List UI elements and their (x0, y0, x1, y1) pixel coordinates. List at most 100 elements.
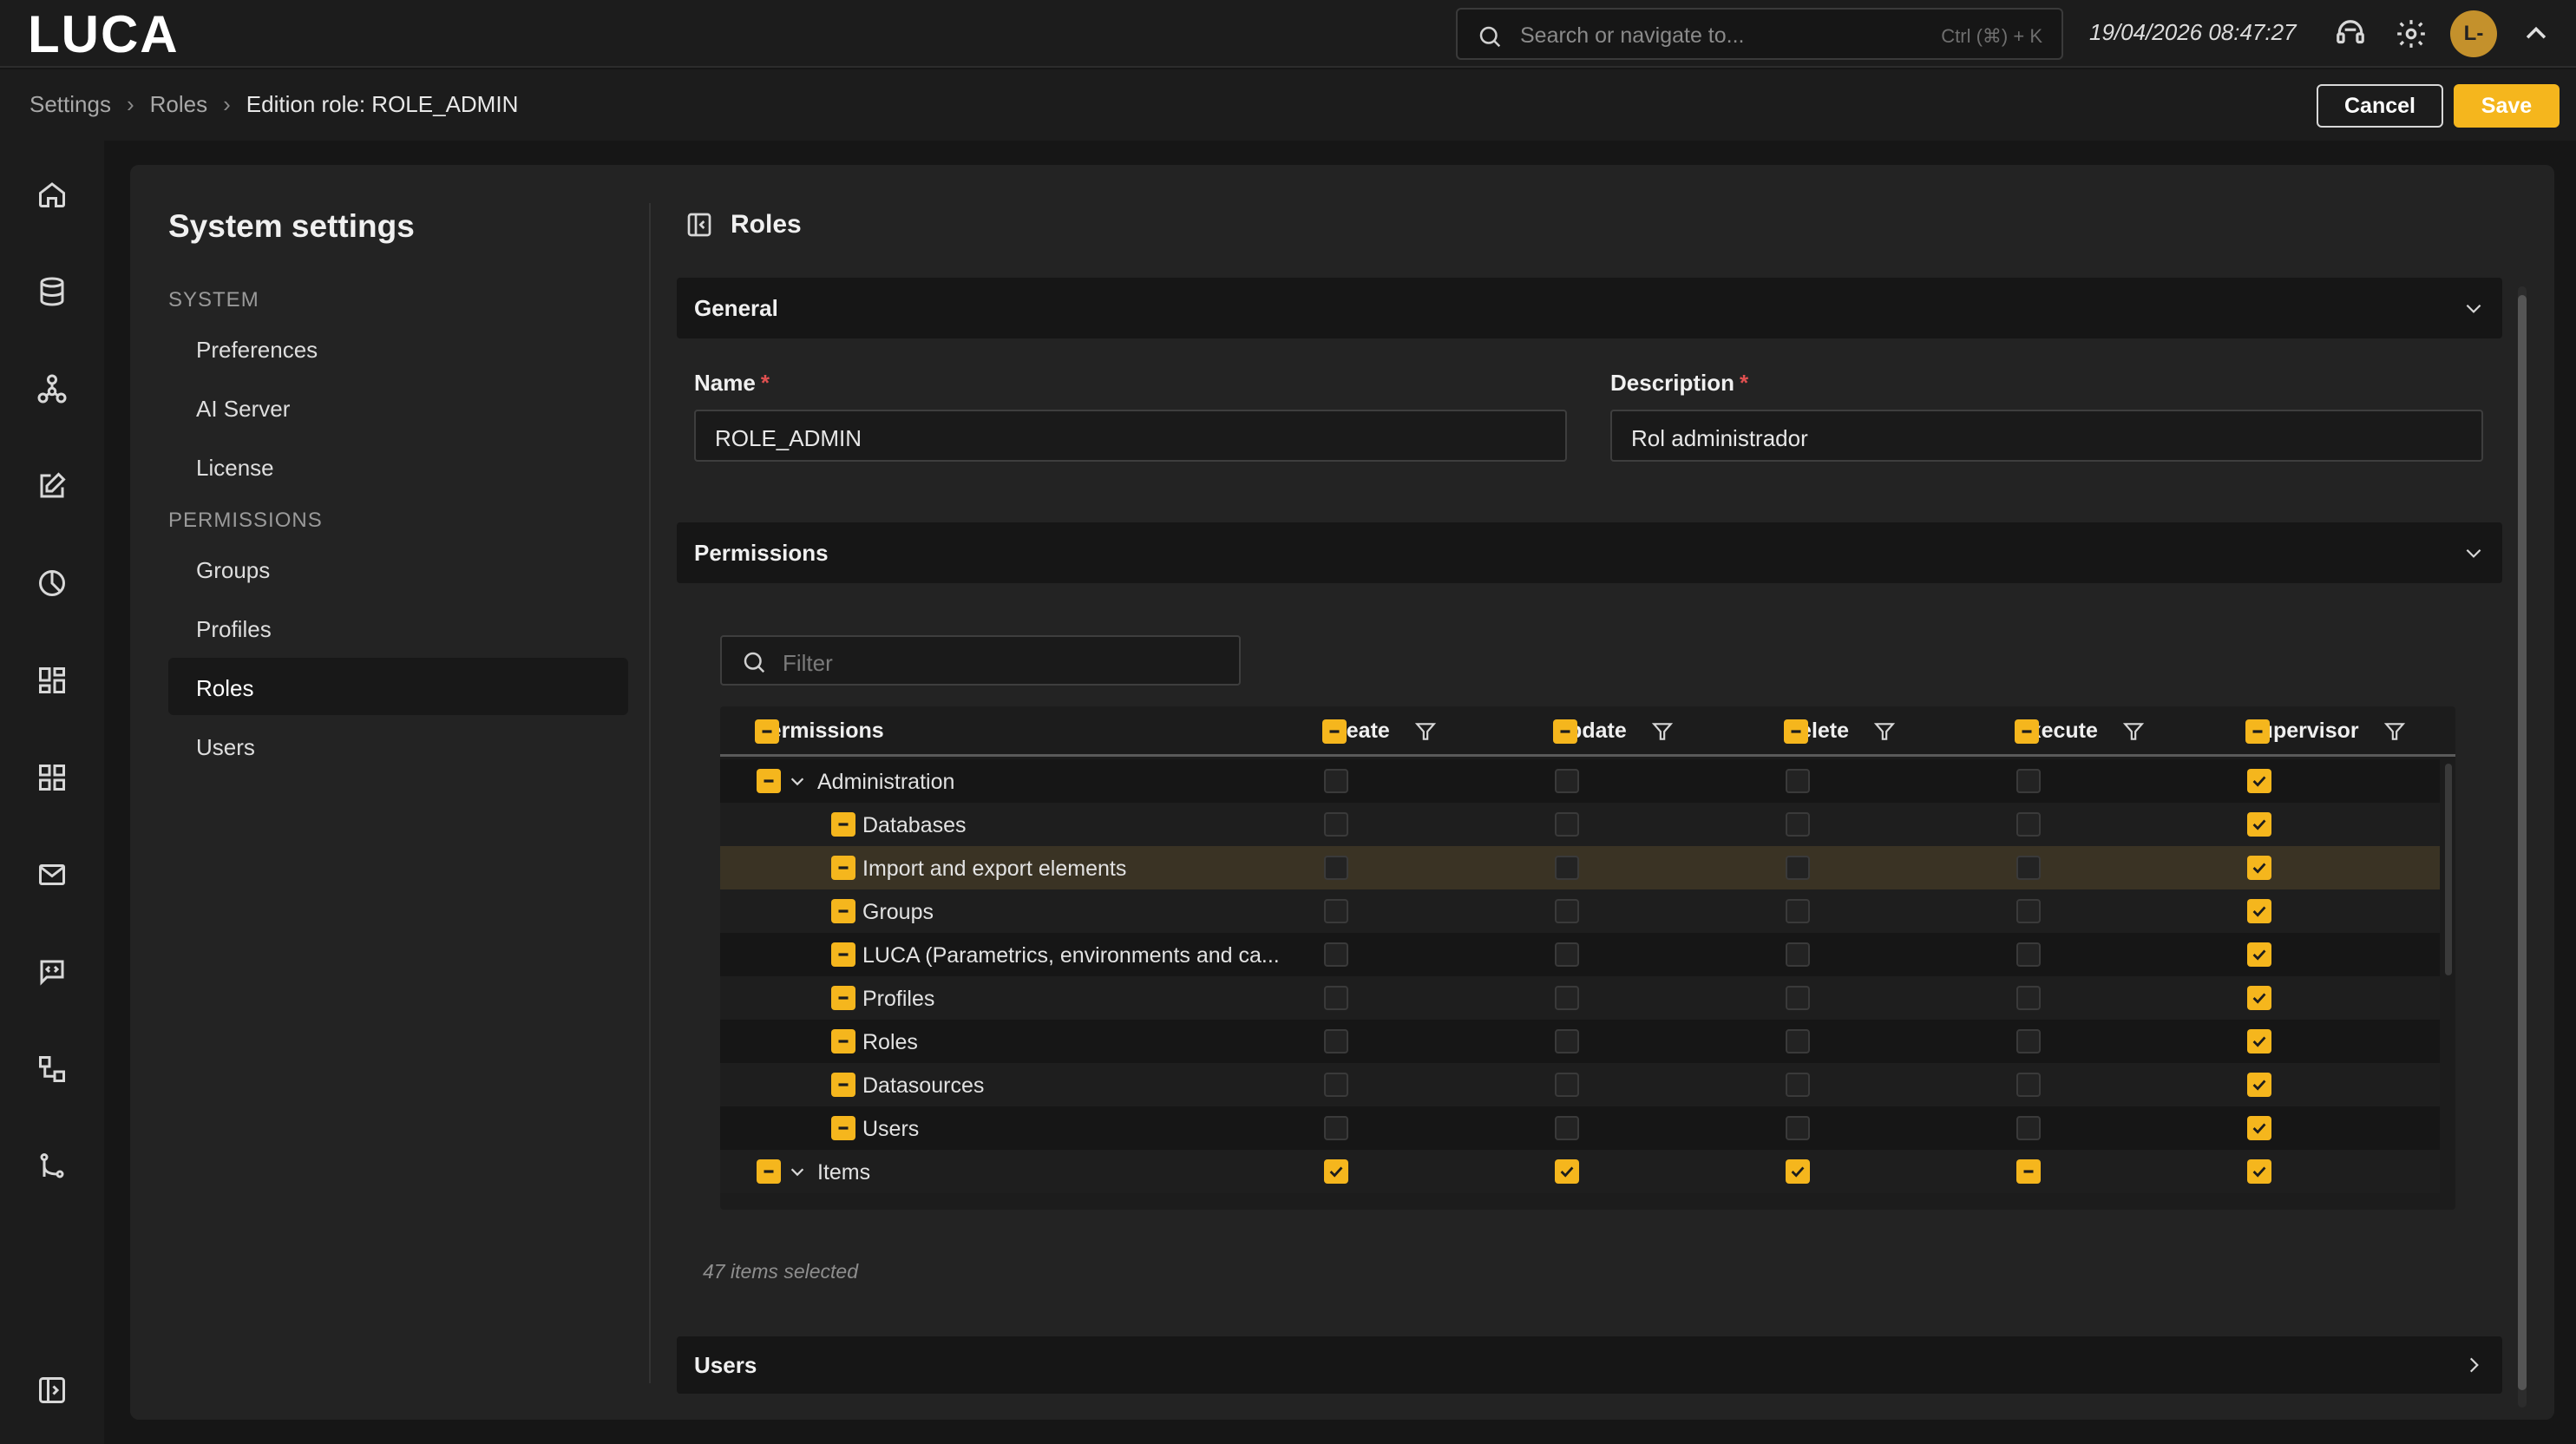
user-avatar[interactable]: L- (2450, 10, 2497, 57)
table-row[interactable]: Datasources (720, 1063, 2440, 1106)
description-input[interactable]: Rol administrador (1610, 410, 2483, 462)
sidebar-toggle-icon[interactable] (36, 1375, 68, 1406)
checkbox-update[interactable] (1555, 1116, 1579, 1140)
table-row[interactable]: Import and export elements (720, 846, 2440, 889)
filter-icon[interactable] (1873, 720, 1896, 743)
filter-icon[interactable] (1651, 720, 1674, 743)
collapse-panel-icon[interactable] (685, 211, 713, 239)
checkbox-supervisor[interactable] (2247, 1073, 2271, 1097)
row-checkbox[interactable] (831, 986, 855, 1010)
checkbox-create[interactable] (1324, 1159, 1348, 1184)
row-checkbox[interactable] (831, 942, 855, 967)
table-row[interactable]: Users (720, 1106, 2440, 1150)
checkbox-supervisor[interactable] (2247, 899, 2271, 923)
checkbox-execute[interactable] (2016, 856, 2041, 880)
grid-scrollbar[interactable] (2445, 764, 2452, 975)
checkbox-delete[interactable] (1786, 1029, 1810, 1053)
checkbox-supervisor[interactable] (2247, 769, 2271, 793)
checkbox-delete[interactable] (1786, 769, 1810, 793)
checkbox-delete[interactable] (1786, 1073, 1810, 1097)
page-scrollbar[interactable] (2518, 295, 2527, 1390)
permissions-section-header[interactable]: Permissions (677, 522, 2502, 583)
checkbox-create[interactable] (1324, 812, 1348, 837)
row-checkbox[interactable] (831, 812, 855, 837)
checkbox-supervisor[interactable] (2247, 856, 2271, 880)
chart-pie-icon[interactable] (36, 568, 68, 599)
filter-icon[interactable] (2383, 720, 2406, 743)
workflow-icon[interactable] (36, 1053, 68, 1085)
edit-icon[interactable] (36, 470, 68, 502)
nav-item-ai-server[interactable]: AI Server (168, 378, 628, 436)
checkbox-update[interactable] (1555, 1159, 1579, 1184)
table-row[interactable]: LUCA (Parametrics, environments and ca..… (720, 933, 2440, 976)
checkbox-supervisor[interactable] (2247, 1116, 2271, 1140)
checkbox-update[interactable] (1555, 899, 1579, 923)
checkbox-supervisor[interactable] (2247, 942, 2271, 967)
database-icon[interactable] (36, 276, 68, 307)
checkbox-execute[interactable] (2016, 986, 2041, 1010)
expand-toggle-icon[interactable] (788, 1162, 807, 1181)
header-checkbox-execute[interactable] (2015, 719, 2039, 744)
table-row[interactable]: Items (720, 1150, 2440, 1193)
checkbox-delete[interactable] (1786, 1159, 1810, 1184)
checkbox-execute[interactable] (2016, 1029, 2041, 1053)
checkbox-supervisor[interactable] (2247, 1029, 2271, 1053)
general-section-header[interactable]: General (677, 278, 2502, 338)
checkbox-execute[interactable] (2016, 1159, 2041, 1184)
checkbox-delete[interactable] (1786, 812, 1810, 837)
checkbox-create[interactable] (1324, 899, 1348, 923)
checkbox-execute[interactable] (2016, 1073, 2041, 1097)
checkbox-delete[interactable] (1786, 986, 1810, 1010)
home-icon[interactable] (36, 179, 68, 210)
checkbox-delete[interactable] (1786, 899, 1810, 923)
row-checkbox[interactable] (831, 1073, 855, 1097)
select-all-checkbox[interactable] (755, 719, 779, 744)
grid-icon[interactable] (36, 762, 68, 793)
filter-icon[interactable] (2122, 720, 2145, 743)
app-logo[interactable]: LUCA (28, 5, 180, 63)
git-branch-icon[interactable] (36, 1151, 68, 1182)
global-search[interactable]: Search or navigate to... Ctrl (⌘) + K (1456, 8, 2063, 60)
table-row[interactable]: Groups (720, 889, 2440, 933)
row-checkbox[interactable] (831, 856, 855, 880)
save-button[interactable]: Save (2454, 84, 2560, 128)
table-row[interactable]: Administration (720, 759, 2440, 803)
message-icon[interactable] (36, 956, 68, 988)
checkbox-create[interactable] (1324, 769, 1348, 793)
checkbox-update[interactable] (1555, 942, 1579, 967)
checkbox-create[interactable] (1324, 986, 1348, 1010)
header-checkbox-supervisor[interactable] (2245, 719, 2270, 744)
nav-item-license[interactable]: License (168, 437, 628, 495)
checkbox-execute[interactable] (2016, 812, 2041, 837)
checkbox-update[interactable] (1555, 769, 1579, 793)
row-checkbox[interactable] (831, 1116, 855, 1140)
table-row[interactable]: Roles (720, 1020, 2440, 1063)
checkbox-update[interactable] (1555, 986, 1579, 1010)
checkbox-execute[interactable] (2016, 1116, 2041, 1140)
expand-toggle-icon[interactable] (788, 771, 807, 791)
permissions-filter-input[interactable]: Filter (720, 635, 1241, 686)
checkbox-delete[interactable] (1786, 1116, 1810, 1140)
checkbox-update[interactable] (1555, 812, 1579, 837)
support-icon[interactable] (2334, 17, 2367, 50)
checkbox-create[interactable] (1324, 1073, 1348, 1097)
network-icon[interactable] (36, 373, 68, 404)
row-checkbox[interactable] (831, 1029, 855, 1053)
checkbox-supervisor[interactable] (2247, 812, 2271, 837)
checkbox-create[interactable] (1324, 942, 1348, 967)
row-checkbox[interactable] (831, 899, 855, 923)
table-row[interactable]: Databases (720, 803, 2440, 846)
nav-item-users[interactable]: Users (168, 717, 628, 774)
mail-icon[interactable] (36, 859, 68, 890)
checkbox-create[interactable] (1324, 856, 1348, 880)
checkbox-update[interactable] (1555, 1029, 1579, 1053)
breadcrumb-settings[interactable]: Settings (29, 91, 111, 117)
name-input[interactable]: ROLE_ADMIN (694, 410, 1567, 462)
nav-item-groups[interactable]: Groups (168, 540, 628, 597)
breadcrumb-roles[interactable]: Roles (149, 91, 208, 117)
users-section-header[interactable]: Users (677, 1336, 2502, 1394)
checkbox-execute[interactable] (2016, 769, 2041, 793)
checkbox-supervisor[interactable] (2247, 1159, 2271, 1184)
chevron-up-icon[interactable] (2521, 19, 2551, 49)
cancel-button[interactable]: Cancel (2317, 84, 2443, 128)
